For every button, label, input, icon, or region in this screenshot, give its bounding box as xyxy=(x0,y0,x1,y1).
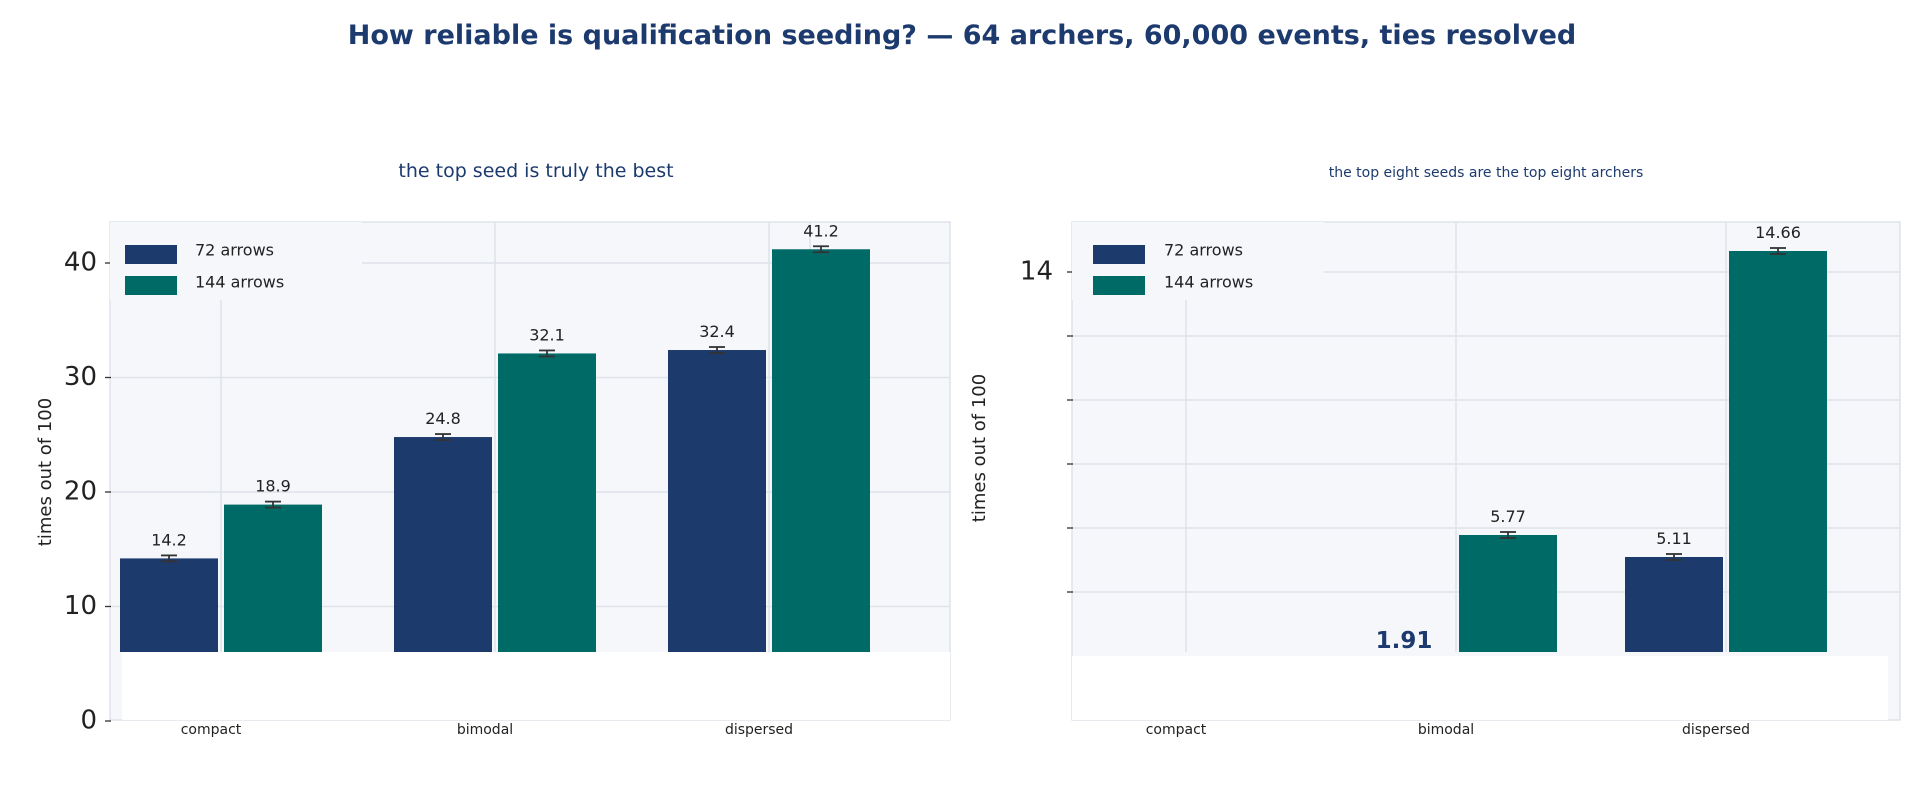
right-legend-label-144: 144 arrows xyxy=(1164,273,1253,292)
left-data-label: 32.1 xyxy=(529,325,565,344)
right-x-tick-label: dispersed xyxy=(1682,722,1750,738)
left-x-tick-label: dispersed xyxy=(725,722,793,738)
right-baseline-band xyxy=(1072,656,1888,720)
left-panel: 14.2 24.8 32.4 18.9 32.1 41.2 0 10 20 30 40 compa… xyxy=(35,160,951,738)
left-legend-swatch-72 xyxy=(125,245,177,264)
left-x-tick-label: bimodal xyxy=(457,722,513,738)
right-x-tick-label: bimodal xyxy=(1418,722,1474,738)
left-bar-144-compact xyxy=(224,504,322,652)
right-data-label: 14.66 xyxy=(1755,223,1801,242)
right-legend: 72 arrows 144 arrows xyxy=(1072,222,1324,300)
left-legend: 72 arrows 144 arrows xyxy=(110,222,362,300)
right-bar-72-dispersed xyxy=(1625,557,1723,652)
right-y-tick-label: 14 xyxy=(1020,257,1053,287)
left-legend-label-72: 72 arrows xyxy=(195,241,274,260)
left-data-label: 41.2 xyxy=(803,221,839,240)
right-y-axis: 14 xyxy=(1020,257,1073,593)
left-baseline-band xyxy=(122,652,950,720)
right-data-label: 5.77 xyxy=(1490,507,1526,526)
right-y-axis-label: times out of 100 xyxy=(969,374,990,522)
left-panel-title: the top seed is truly the best xyxy=(398,160,673,182)
left-bar-72-bimodal xyxy=(394,437,492,652)
left-y-axis: 0 10 20 30 40 xyxy=(64,248,111,736)
right-legend-swatch-72 xyxy=(1093,245,1145,264)
right-data-label: 5.11 xyxy=(1656,529,1692,548)
right-panel-title: the top eight seeds are the top eight ar… xyxy=(1329,165,1644,181)
left-data-label: 18.9 xyxy=(255,477,291,496)
left-y-tick-label: 0 xyxy=(80,706,97,736)
right-bar-144-bimodal xyxy=(1459,535,1557,652)
left-y-tick-label: 30 xyxy=(64,362,97,392)
right-legend-label-72: 72 arrows xyxy=(1164,241,1243,260)
left-y-tick-label: 40 xyxy=(64,248,97,278)
left-legend-label-144: 144 arrows xyxy=(195,273,284,292)
left-bar-72-compact xyxy=(120,558,218,652)
left-x-axis: compact bimodal dispersed xyxy=(181,722,793,738)
left-bars: 14.2 24.8 32.4 18.9 32.1 41.2 xyxy=(120,221,870,652)
left-y-axis-label: times out of 100 xyxy=(35,398,56,546)
left-bar-72-dispersed xyxy=(668,350,766,652)
left-bar-144-bimodal xyxy=(498,353,596,652)
left-legend-swatch-144 xyxy=(125,276,177,295)
right-bar-144-dispersed xyxy=(1729,251,1827,652)
right-panel: 1.91 5.11 5.77 14.66 14 compact bimodal dispe… xyxy=(969,165,1901,738)
right-data-label: 1.91 xyxy=(1376,628,1433,654)
figure-title: How reliable is qualification seeding? —… xyxy=(347,20,1577,51)
left-data-label: 32.4 xyxy=(699,322,735,341)
left-data-label: 14.2 xyxy=(151,530,187,549)
right-x-axis: compact bimodal dispersed xyxy=(1146,722,1750,738)
left-y-tick-label: 20 xyxy=(64,477,97,507)
left-x-tick-label: compact xyxy=(181,722,242,738)
left-y-tick-label: 10 xyxy=(64,591,97,621)
left-bar-144-dispersed xyxy=(772,249,870,652)
right-bars: 1.91 5.11 5.77 14.66 xyxy=(1376,223,1827,654)
right-legend-swatch-144 xyxy=(1093,276,1145,295)
right-x-tick-label: compact xyxy=(1146,722,1207,738)
left-data-label: 24.8 xyxy=(425,409,461,428)
